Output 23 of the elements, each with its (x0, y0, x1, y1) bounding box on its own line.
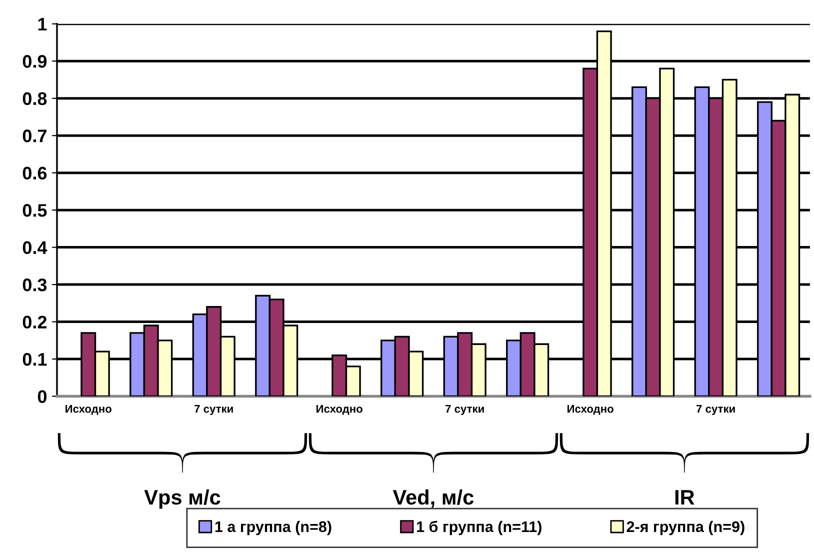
x-tick-label: 7 сутки (696, 405, 735, 415)
y-tick-label: 1 (38, 18, 47, 30)
x-tick-label: 7 сутки (194, 405, 233, 415)
x-tick-label: Исходно (316, 405, 362, 415)
text: Vps м/с (144, 489, 220, 509)
text: IR (675, 490, 694, 504)
x-tick-label: Исходно (66, 405, 112, 415)
y-tick-label: 0.8 (22, 92, 47, 106)
y-tick-label: 0.5 (22, 204, 47, 217)
y-tick-label: 0.3 (22, 278, 47, 292)
x-tick-label: Исходно (568, 405, 614, 415)
y-tick-label: 0.1 (22, 352, 47, 366)
x-tick-label: 7 сутки (446, 405, 484, 415)
y-tick-label: 0 (38, 390, 47, 403)
y-tick-label: 0.2 (22, 316, 47, 329)
y-tick-label: 0.4 (22, 241, 48, 254)
y-tick-label: 0.7 (22, 130, 46, 142)
y-tick-label: 0.9 (22, 55, 47, 68)
legend-label: 1 б группа (n=11) (417, 520, 542, 536)
legend-label: 2-я группа (n=9) (626, 520, 744, 536)
text: Ved, м/с (392, 489, 474, 508)
legend-label: 1 а группа (n=8) (215, 520, 332, 536)
y-tick-label: 0.6 (22, 166, 47, 180)
